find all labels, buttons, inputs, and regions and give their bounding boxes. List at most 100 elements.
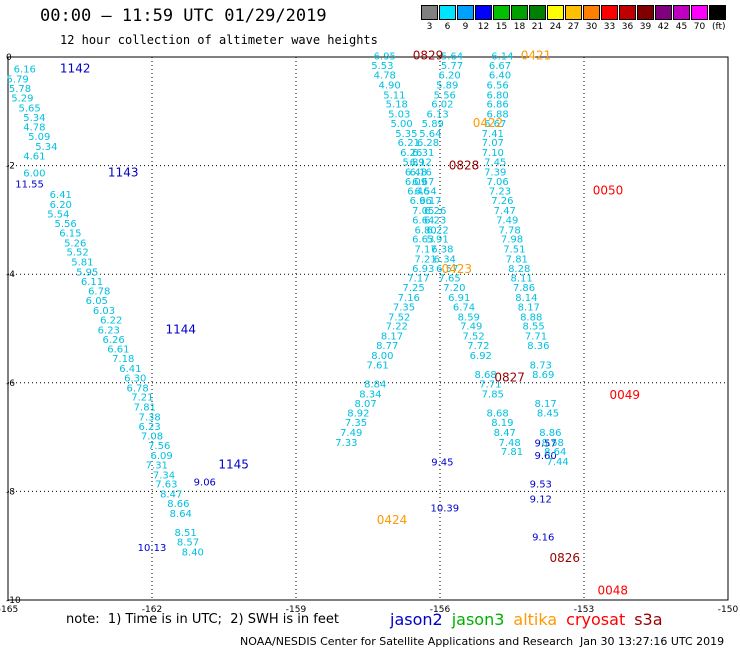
data-point: 8.64 <box>170 509 192 520</box>
data-point: 7.61 <box>366 361 388 372</box>
data-point: 7.33 <box>335 438 357 449</box>
data-point: 6.34 <box>434 254 456 265</box>
data-point: 5.89 <box>422 119 444 130</box>
data-point: 8.34 <box>359 389 381 400</box>
x-tick-label: -165 <box>0 605 18 615</box>
data-point: 9.06 <box>194 477 216 488</box>
y-tick-label: -4 <box>6 270 15 280</box>
data-point: 8.19 <box>491 418 513 429</box>
data-point: 6.03 <box>93 306 115 317</box>
data-point: 7.81 <box>134 402 156 413</box>
data-point: 6.40 <box>489 71 511 82</box>
data-point: 7.71 <box>525 331 547 342</box>
data-point: 7.31 <box>146 461 168 472</box>
data-point: 9.53 <box>530 480 552 491</box>
data-point: 5.34 <box>35 142 57 153</box>
data-point: 6.28 <box>417 138 439 149</box>
data-point: 6.02 <box>431 99 453 110</box>
data-point: 5.91 <box>426 235 448 246</box>
data-point: 6.38 <box>431 244 453 255</box>
data-point: 5.09 <box>28 132 50 143</box>
pass-label: 0827 <box>494 371 525 385</box>
data-point: 6.41 <box>50 190 72 201</box>
data-point: 6.23 <box>98 325 120 336</box>
y-tick-label: -10 <box>6 596 21 606</box>
data-point: 5.81 <box>71 258 93 269</box>
legend-swatch <box>475 5 492 20</box>
legend-unit: (ft) <box>712 22 726 32</box>
legend-swatch <box>601 5 618 20</box>
pass-label: 0424 <box>377 513 408 527</box>
data-point: 8.58 <box>542 438 564 449</box>
data-point: 8.57 <box>177 538 199 549</box>
data-point: 7.72 <box>467 341 489 352</box>
data-point: 7.22 <box>386 322 408 333</box>
data-point: 7.06 <box>486 177 508 188</box>
legend-swatch <box>529 5 546 20</box>
data-point: 6.61 <box>107 344 129 355</box>
legend-label: 27 <box>567 22 580 32</box>
legend-swatch <box>439 5 456 20</box>
data-point: 7.21 <box>414 254 436 265</box>
pass-label: 1143 <box>108 165 139 179</box>
data-point: 4.90 <box>378 80 400 91</box>
data-point: 6.64 <box>412 216 434 227</box>
data-point: 8.88 <box>520 312 542 323</box>
data-point: 5.26 <box>64 239 86 250</box>
data-point: 7.05 <box>412 206 434 217</box>
data-point: 5.35 <box>395 129 417 140</box>
data-point: 6.15 <box>59 229 81 240</box>
legend-swatch <box>493 5 510 20</box>
data-point: 8.47 <box>160 489 182 500</box>
legend-swatch <box>583 5 600 20</box>
data-point: 6.80 <box>414 225 436 236</box>
data-point: 6.74 <box>453 303 475 314</box>
data-point: 5.64 <box>419 129 441 140</box>
data-point: 6.09 <box>405 177 427 188</box>
legend-swatch <box>547 5 564 20</box>
data-point: 6.21 <box>398 138 420 149</box>
data-point: 5.79 <box>6 75 28 86</box>
data-point: 6.46 <box>407 186 429 197</box>
data-point: 6.95 <box>374 52 396 63</box>
legend-swatch <box>637 5 654 20</box>
legend-label: 12 <box>477 22 490 32</box>
x-tick-label: -162 <box>142 605 162 615</box>
data-point: 7.41 <box>482 129 504 140</box>
data-point: 5.18 <box>386 99 408 110</box>
data-point: 7.98 <box>501 235 523 246</box>
pass-label: 0423 <box>442 262 473 276</box>
data-point: 7.18 <box>112 354 134 365</box>
data-point: 7.20 <box>443 283 465 294</box>
data-point: 7.78 <box>498 225 520 236</box>
data-point: 7.48 <box>498 438 520 449</box>
data-point: 8.36 <box>527 341 549 352</box>
data-point: 6.20 <box>50 200 72 211</box>
pass-label: 0422 <box>473 116 504 130</box>
data-point: 6.92 <box>470 351 492 362</box>
data-point: 8.11 <box>510 273 532 284</box>
data-point: 6.26 <box>400 148 422 159</box>
satellite-name: altika <box>513 610 558 629</box>
data-point: 8.73 <box>530 361 552 372</box>
data-point: 6.67 <box>412 177 434 188</box>
data-point: 6.14 <box>491 52 513 63</box>
data-point: 7.71 <box>479 380 501 391</box>
data-point: 6.88 <box>486 109 508 120</box>
data-point: 7.44 <box>546 457 568 468</box>
data-point: 7.65 <box>438 273 460 284</box>
legend-swatch <box>421 5 438 20</box>
data-point: 5.53 <box>371 61 393 72</box>
data-point: 6.54 <box>414 186 436 197</box>
data-point: 6.48 <box>405 167 427 178</box>
legend-label: 70 <box>693 22 706 32</box>
satellite-name: s3a <box>634 610 663 629</box>
data-point: 4.61 <box>23 152 45 163</box>
legend-label: 30 <box>585 22 598 32</box>
y-tick-label: 0 <box>6 53 12 63</box>
y-tick-label: -8 <box>6 487 15 497</box>
data-point: 7.38 <box>138 412 160 423</box>
data-point: 7.47 <box>494 206 516 217</box>
pass-label: 0048 <box>598 584 629 598</box>
